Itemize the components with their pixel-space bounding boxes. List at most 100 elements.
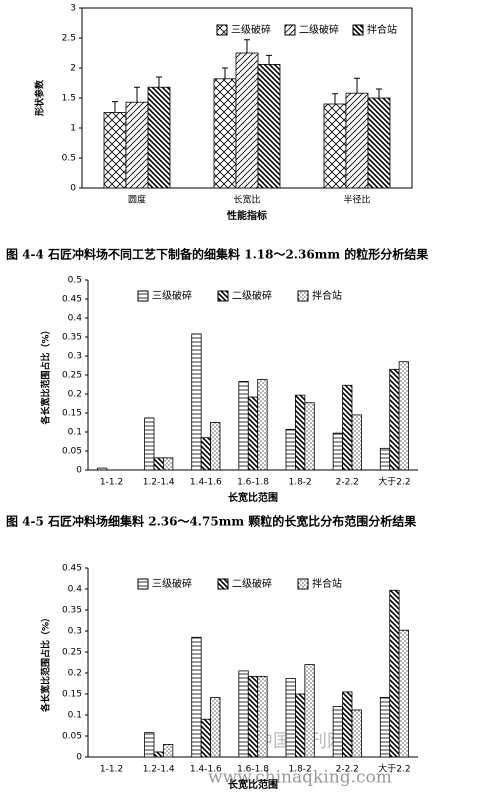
bar bbox=[153, 457, 164, 471]
bar bbox=[379, 447, 391, 471]
bar bbox=[257, 64, 281, 189]
bar bbox=[332, 706, 343, 758]
x-tick-label: 1.6-1.8 bbox=[237, 765, 269, 775]
y-tick-label: 0.45 bbox=[62, 564, 82, 574]
bar bbox=[144, 732, 155, 758]
legend-label: 二级破碎 bbox=[299, 23, 339, 36]
x-tick-label: 1.6-1.8 bbox=[237, 478, 269, 488]
caption: 图 4-5 石匠冲料场细集料 2.36～4.75mm 颗粒的长宽比分布范围分析结… bbox=[6, 514, 416, 529]
bar bbox=[97, 467, 108, 471]
legend-swatch bbox=[352, 24, 364, 36]
x-tick-label: 2-2.2 bbox=[336, 765, 359, 775]
y-axis-label: 各长宽比范围占比（%） bbox=[40, 325, 52, 425]
bar bbox=[351, 709, 362, 758]
bar bbox=[332, 432, 343, 471]
legend-swatch bbox=[297, 578, 309, 590]
bar bbox=[144, 417, 155, 471]
x-axis-label: 长宽比范围 bbox=[228, 778, 278, 791]
y-tick-label: 0.4 bbox=[68, 585, 83, 595]
bar bbox=[191, 333, 202, 471]
bar bbox=[238, 381, 249, 471]
bar bbox=[285, 428, 296, 471]
legend-label: 二级破碎 bbox=[232, 289, 272, 302]
x-tick-label: 1.8-2 bbox=[288, 478, 311, 488]
bar bbox=[153, 751, 164, 758]
x-tick-label: 1.2-1.4 bbox=[143, 765, 175, 775]
legend-swatch bbox=[137, 578, 149, 590]
y-tick-label: 0.15 bbox=[62, 409, 82, 419]
y-tick-label: 0.25 bbox=[62, 371, 82, 381]
y-tick-label: 3 bbox=[70, 4, 76, 14]
y-tick-label: 0.05 bbox=[62, 447, 82, 457]
bar bbox=[238, 670, 249, 758]
y-tick-label: 0.25 bbox=[62, 648, 82, 658]
bar bbox=[103, 112, 127, 189]
y-tick-label: 0 bbox=[76, 466, 82, 476]
y-tick-label: 0.1 bbox=[68, 711, 82, 721]
y-tick-label: 0.5 bbox=[62, 154, 76, 164]
bar bbox=[342, 691, 353, 758]
bar bbox=[379, 696, 391, 758]
y-tick-label: 0 bbox=[70, 184, 76, 194]
legend-swatch bbox=[137, 290, 149, 302]
legend-swatch bbox=[284, 24, 296, 36]
x-tick-label: 大于2.2 bbox=[378, 763, 410, 775]
legend-swatch bbox=[217, 290, 229, 302]
legend-swatch bbox=[216, 24, 228, 36]
error-bar bbox=[156, 76, 162, 88]
bar bbox=[247, 675, 259, 758]
y-tick-label: 0.3 bbox=[68, 627, 82, 637]
y-tick-label: 0.05 bbox=[62, 732, 82, 742]
error-bar bbox=[134, 86, 140, 103]
error-bar bbox=[332, 93, 338, 104]
bar bbox=[163, 457, 174, 471]
bar bbox=[304, 664, 315, 758]
bar bbox=[257, 675, 268, 758]
y-axis-label: 形状参数 bbox=[34, 79, 46, 116]
error-bar bbox=[266, 54, 272, 65]
x-tick-label: 1-1.2 bbox=[100, 478, 123, 488]
x-tick-label: 1.8-2 bbox=[288, 765, 311, 775]
legend-label: 拌合站 bbox=[312, 577, 342, 590]
y-tick-label: 0.45 bbox=[62, 295, 82, 305]
error-bar bbox=[222, 67, 228, 79]
bar bbox=[200, 718, 211, 758]
legend-swatch bbox=[217, 578, 229, 590]
legend-label: 拌合站 bbox=[312, 289, 342, 302]
y-tick-label: 0.2 bbox=[68, 669, 82, 679]
bar bbox=[295, 394, 306, 471]
bar bbox=[389, 589, 400, 758]
bar bbox=[323, 103, 347, 189]
bar bbox=[247, 396, 259, 471]
y-tick-label: 0.35 bbox=[62, 606, 82, 616]
bar bbox=[200, 437, 211, 471]
x-tick-label: 1.4-1.6 bbox=[190, 478, 222, 488]
error-bar bbox=[244, 39, 250, 53]
x-axis-label: 长宽比范围 bbox=[228, 491, 278, 504]
bar bbox=[351, 414, 362, 471]
bar bbox=[345, 92, 369, 189]
x-tick-label: 长宽比 bbox=[233, 194, 260, 206]
y-tick-label: 0.35 bbox=[62, 333, 82, 343]
bar bbox=[342, 384, 353, 471]
y-tick-label: 0 bbox=[76, 753, 82, 763]
y-axis-label: 各长宽比范围占比（%） bbox=[40, 613, 52, 713]
y-tick-label: 2.5 bbox=[62, 34, 76, 44]
y-tick-label: 0.5 bbox=[68, 276, 82, 286]
legend-label: 三级破碎 bbox=[231, 23, 271, 36]
legend-label: 三级破碎 bbox=[152, 289, 192, 302]
y-tick-label: 0.15 bbox=[62, 690, 82, 700]
bar bbox=[285, 678, 296, 758]
bar bbox=[398, 629, 409, 758]
x-tick-label: 2-2.2 bbox=[336, 478, 359, 488]
x-tick-label: 半径比 bbox=[343, 194, 370, 206]
y-tick-label: 0.1 bbox=[68, 428, 82, 438]
bar bbox=[304, 402, 315, 471]
y-tick-label: 0.4 bbox=[68, 314, 83, 324]
bar bbox=[210, 696, 221, 758]
bar bbox=[147, 86, 171, 189]
error-bar bbox=[112, 101, 118, 113]
legend-swatch bbox=[297, 290, 309, 302]
